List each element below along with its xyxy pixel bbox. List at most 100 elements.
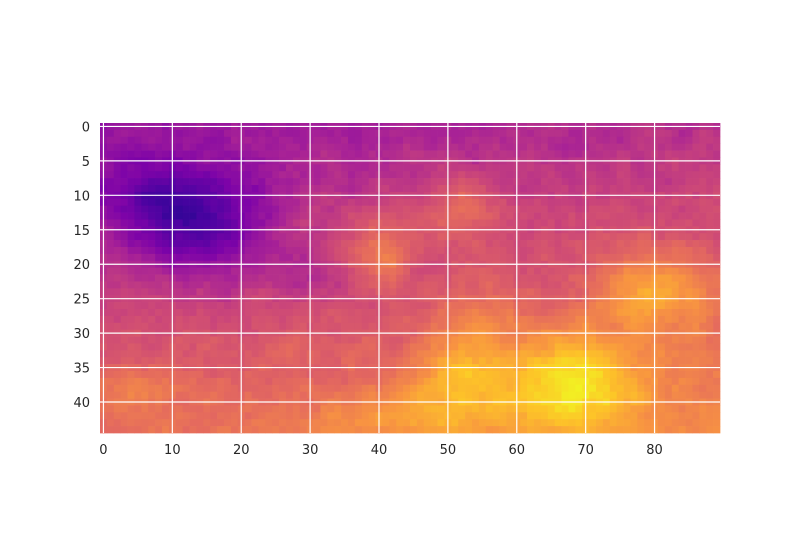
heatmap-cell — [292, 233, 301, 241]
heatmap-cell — [175, 377, 184, 386]
heatmap-cell — [175, 185, 184, 193]
heatmap-cell — [664, 247, 673, 255]
heatmap-cell — [175, 391, 184, 399]
heatmap-cell — [327, 233, 335, 241]
heatmap-cell — [203, 288, 211, 296]
heatmap-cell — [155, 267, 163, 275]
heatmap-cell — [403, 377, 411, 386]
heatmap-cell — [148, 240, 156, 248]
heatmap-cell — [182, 322, 190, 331]
heatmap-cell — [699, 377, 707, 386]
heatmap-cell — [334, 405, 342, 413]
heatmap-cell — [258, 315, 266, 324]
heatmap-cell — [451, 343, 459, 351]
heatmap-cell — [354, 384, 363, 393]
heatmap-cell — [354, 405, 363, 413]
heatmap-cell — [127, 178, 135, 186]
heatmap-cell — [644, 412, 652, 420]
heatmap-cell — [637, 233, 645, 241]
heatmap-cell — [506, 357, 514, 365]
heatmap-cell — [182, 233, 190, 241]
heatmap-cell — [706, 391, 714, 399]
heatmap-cell — [416, 302, 425, 310]
heatmap-cell — [437, 350, 445, 358]
heatmap-cell — [472, 178, 480, 186]
heatmap-cell — [244, 178, 252, 186]
heatmap-cell — [644, 302, 652, 310]
heatmap-cell — [106, 164, 115, 172]
heatmap-cell — [196, 267, 204, 275]
heatmap-cell — [685, 136, 693, 145]
heatmap-cell — [265, 205, 273, 213]
heatmap-cell — [534, 357, 542, 365]
heatmap-cell — [162, 357, 170, 365]
heatmap-cell — [485, 336, 494, 344]
heatmap-cell — [416, 253, 425, 262]
heatmap-cell — [472, 198, 480, 207]
heatmap-cell — [706, 419, 714, 427]
heatmap-cell — [265, 315, 273, 324]
heatmap-cell — [251, 185, 259, 193]
heatmap-cell — [272, 281, 280, 289]
heatmap-cell — [410, 150, 418, 158]
heatmap-cell — [368, 212, 376, 220]
heatmap-cell — [120, 247, 128, 255]
heatmap-cell — [616, 185, 624, 193]
heatmap-cell — [540, 205, 549, 213]
heatmap-cell — [127, 219, 135, 227]
heatmap-cell — [251, 412, 259, 420]
heatmap-cell — [217, 384, 225, 393]
heatmap-cell — [589, 136, 597, 145]
heatmap-cell — [244, 426, 252, 434]
heatmap-cell — [575, 185, 583, 193]
heatmap-cell — [423, 412, 432, 420]
heatmap-cell — [175, 171, 184, 179]
heatmap-cell — [506, 129, 514, 138]
heatmap-cell — [664, 150, 673, 158]
heatmap-cell — [685, 426, 693, 434]
heatmap-cell — [527, 253, 535, 262]
heatmap-cell — [699, 171, 707, 179]
heatmap-cell — [175, 267, 184, 275]
heatmap-cell — [348, 185, 356, 193]
heatmap-cell — [664, 143, 673, 151]
heatmap-cell — [602, 205, 611, 213]
heatmap-cell — [272, 240, 280, 248]
heatmap-cell — [141, 384, 149, 393]
heatmap-cell — [210, 253, 218, 262]
heatmap-cell — [561, 419, 569, 427]
heatmap-cell — [106, 309, 115, 317]
heatmap-cell — [609, 205, 618, 213]
heatmap-cell — [320, 377, 328, 386]
heatmap-cell — [341, 343, 349, 351]
heatmap-cell — [706, 274, 714, 282]
heatmap-cell — [692, 371, 700, 379]
heatmap-cell — [623, 419, 631, 427]
heatmap-cell — [162, 247, 170, 255]
heatmap-cell — [148, 143, 156, 151]
heatmap-cell — [644, 136, 652, 145]
heatmap-cell — [699, 274, 707, 282]
heatmap-cell — [623, 343, 631, 351]
heatmap-cell — [609, 233, 618, 241]
heatmap-cell — [148, 178, 156, 186]
heatmap-cell — [224, 412, 232, 420]
heatmap-cell — [334, 212, 342, 220]
heatmap-cell — [361, 384, 370, 393]
heatmap-cell — [540, 247, 549, 255]
heatmap-cell — [230, 205, 239, 213]
heatmap-cell — [286, 171, 294, 179]
heatmap-cell — [540, 281, 549, 289]
heatmap-cell — [265, 219, 273, 227]
heatmap-cell — [230, 405, 239, 413]
heatmap-cell — [465, 247, 473, 255]
heatmap-cell — [258, 302, 266, 310]
heatmap-cell — [671, 371, 680, 379]
heatmap-cell — [141, 350, 149, 358]
heatmap-cell — [265, 302, 273, 310]
heatmap-cell — [609, 219, 618, 227]
heatmap-cell — [265, 198, 273, 207]
heatmap-cell — [671, 391, 680, 399]
heatmap-cell — [286, 267, 294, 275]
heatmap-cell — [596, 150, 604, 158]
